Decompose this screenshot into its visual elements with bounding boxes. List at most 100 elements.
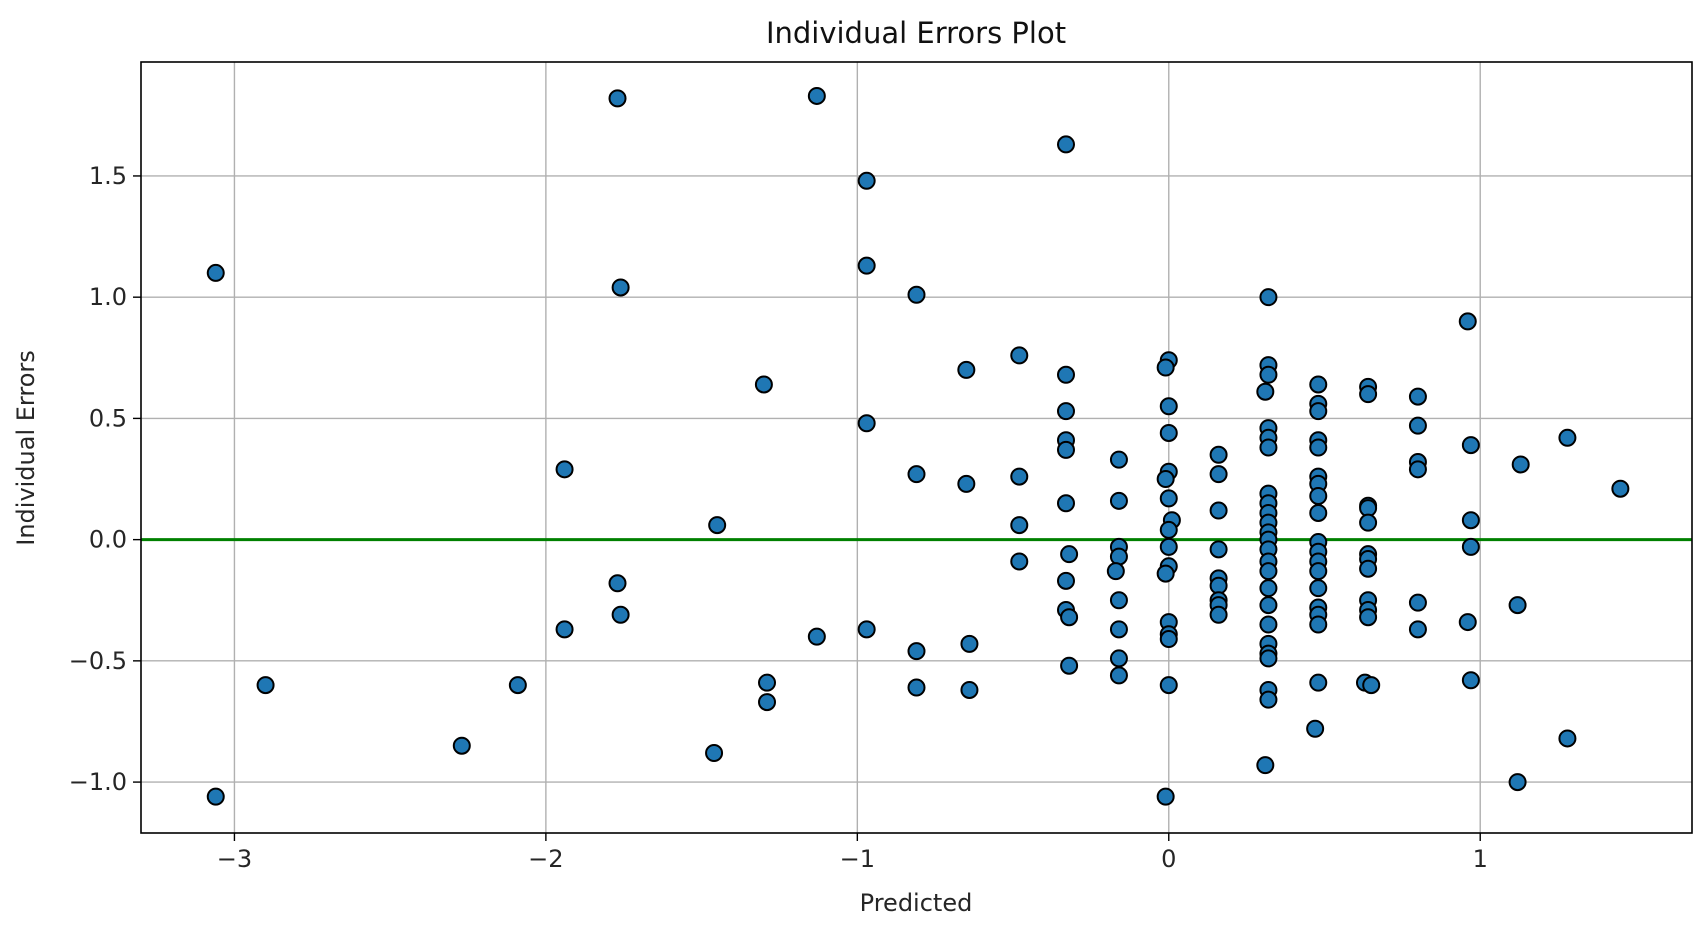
chart-title: Individual Errors Plot bbox=[766, 16, 1066, 50]
grid-lines bbox=[141, 62, 1692, 833]
y-tick-label: 0.0 bbox=[89, 526, 127, 554]
data-point bbox=[1159, 423, 1178, 442]
data-point bbox=[256, 676, 275, 695]
x-axis-label: Predicted bbox=[860, 889, 973, 917]
data-point bbox=[1209, 501, 1228, 520]
data-point bbox=[1156, 787, 1175, 806]
data-point bbox=[1408, 620, 1427, 639]
data-point bbox=[907, 465, 926, 484]
data-point bbox=[206, 787, 225, 806]
plot-area-frame bbox=[140, 61, 1693, 834]
data-point bbox=[1408, 460, 1427, 479]
x-axis: −3 −2 −1 0 1 bbox=[217, 833, 1488, 873]
data-point bbox=[1256, 756, 1275, 775]
data-point bbox=[1259, 690, 1278, 709]
data-point bbox=[1209, 465, 1228, 484]
data-point bbox=[1259, 365, 1278, 384]
data-point bbox=[1010, 346, 1029, 365]
data-point bbox=[1611, 479, 1630, 498]
data-point bbox=[1259, 649, 1278, 668]
data-point bbox=[1159, 489, 1178, 508]
data-point bbox=[1309, 579, 1328, 598]
data-point bbox=[957, 360, 976, 379]
data-point bbox=[1362, 676, 1381, 695]
data-point bbox=[1159, 537, 1178, 556]
data-point bbox=[1408, 593, 1427, 612]
data-point bbox=[555, 620, 574, 639]
x-tick-label: 0 bbox=[1161, 845, 1176, 873]
data-point bbox=[1259, 288, 1278, 307]
y-tick-label: −0.5 bbox=[69, 647, 127, 675]
data-point bbox=[857, 414, 876, 433]
data-point bbox=[1309, 562, 1328, 581]
data-point bbox=[508, 676, 527, 695]
data-point bbox=[452, 736, 471, 755]
data-point bbox=[1056, 440, 1075, 459]
data-point bbox=[857, 620, 876, 639]
data-point bbox=[1109, 620, 1128, 639]
data-point bbox=[1461, 537, 1480, 556]
data-point bbox=[1056, 402, 1075, 421]
data-point bbox=[1060, 608, 1079, 627]
data-point bbox=[611, 605, 630, 624]
data-point bbox=[608, 89, 627, 108]
data-point bbox=[1109, 491, 1128, 510]
data-point bbox=[807, 86, 826, 105]
data-point bbox=[1259, 579, 1278, 598]
y-axis-label: Individual Errors bbox=[12, 350, 40, 546]
data-point bbox=[1209, 445, 1228, 464]
data-point bbox=[1109, 547, 1128, 566]
y-tick-label: 1.0 bbox=[89, 283, 127, 311]
data-point bbox=[1010, 552, 1029, 571]
data-point bbox=[1106, 562, 1125, 581]
y-tick-label: −1.0 bbox=[69, 768, 127, 796]
x-tick-label: −1 bbox=[840, 845, 875, 873]
data-point bbox=[1060, 545, 1079, 564]
data-point bbox=[1359, 559, 1378, 578]
data-point bbox=[1056, 135, 1075, 154]
data-point bbox=[611, 278, 630, 297]
data-point bbox=[1306, 719, 1325, 738]
data-point bbox=[608, 574, 627, 593]
data-point bbox=[1156, 564, 1175, 583]
data-point bbox=[1558, 729, 1577, 748]
data-point bbox=[1309, 486, 1328, 505]
data-point bbox=[1309, 673, 1328, 692]
data-point bbox=[1159, 676, 1178, 695]
data-point bbox=[807, 627, 826, 646]
data-point bbox=[1109, 649, 1128, 668]
data-point bbox=[1159, 397, 1178, 416]
data-point bbox=[1010, 467, 1029, 486]
data-point bbox=[1256, 382, 1275, 401]
data-point bbox=[1259, 438, 1278, 457]
data-point bbox=[705, 743, 724, 762]
data-point bbox=[1458, 312, 1477, 331]
data-point bbox=[1109, 591, 1128, 610]
data-point bbox=[758, 693, 777, 712]
data-point bbox=[1461, 436, 1480, 455]
data-point bbox=[1408, 416, 1427, 435]
data-point bbox=[206, 263, 225, 282]
data-point bbox=[1508, 596, 1527, 615]
x-tick-label: −3 bbox=[217, 845, 252, 873]
data-point bbox=[1156, 470, 1175, 489]
data-point bbox=[907, 678, 926, 697]
x-tick-label: −2 bbox=[528, 845, 563, 873]
x-tick-label: 1 bbox=[1473, 845, 1488, 873]
data-point bbox=[907, 642, 926, 661]
data-point bbox=[1259, 562, 1278, 581]
data-point bbox=[1511, 455, 1530, 474]
data-point bbox=[1109, 450, 1128, 469]
data-point bbox=[1558, 428, 1577, 447]
data-point bbox=[1458, 613, 1477, 632]
data-point bbox=[857, 171, 876, 190]
data-points bbox=[206, 86, 1630, 806]
data-point bbox=[1461, 671, 1480, 690]
data-point bbox=[1159, 520, 1178, 539]
y-tick-label: 1.5 bbox=[89, 162, 127, 190]
data-point bbox=[1359, 513, 1378, 532]
data-point bbox=[1209, 540, 1228, 559]
data-point bbox=[1109, 666, 1128, 685]
data-point bbox=[1508, 773, 1527, 792]
